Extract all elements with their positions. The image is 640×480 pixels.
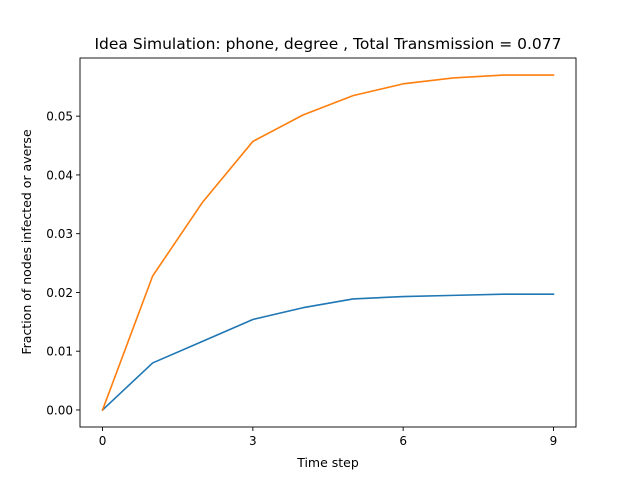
x-tick-label: 6 xyxy=(399,434,407,448)
x-tick-label: 0 xyxy=(99,434,107,448)
chart-title: Idea Simulation: phone, degree , Total T… xyxy=(94,35,561,53)
x-axis-label: Time step xyxy=(296,455,359,470)
plot-frame xyxy=(79,57,577,428)
y-tick-label: 0.04 xyxy=(46,168,73,182)
y-tick-label: 0.01 xyxy=(46,345,73,359)
series-line-2 xyxy=(101,74,555,411)
y-axis-label: Fraction of nodes infected or averse xyxy=(19,129,34,355)
x-tick-label: 9 xyxy=(550,434,558,448)
x-axis: 0 3 6 9 xyxy=(99,427,558,448)
series-layer xyxy=(101,74,555,412)
y-tick-label: 0.00 xyxy=(46,403,73,417)
series-line-1 xyxy=(101,293,555,412)
y-tick-label: 0.02 xyxy=(46,286,73,300)
y-axis: 0.00 0.01 0.02 0.03 0.04 0.05 xyxy=(46,110,80,417)
y-tick-label: 0.05 xyxy=(46,110,73,124)
x-tick-label: 3 xyxy=(249,434,257,448)
y-tick-label: 0.03 xyxy=(46,227,73,241)
